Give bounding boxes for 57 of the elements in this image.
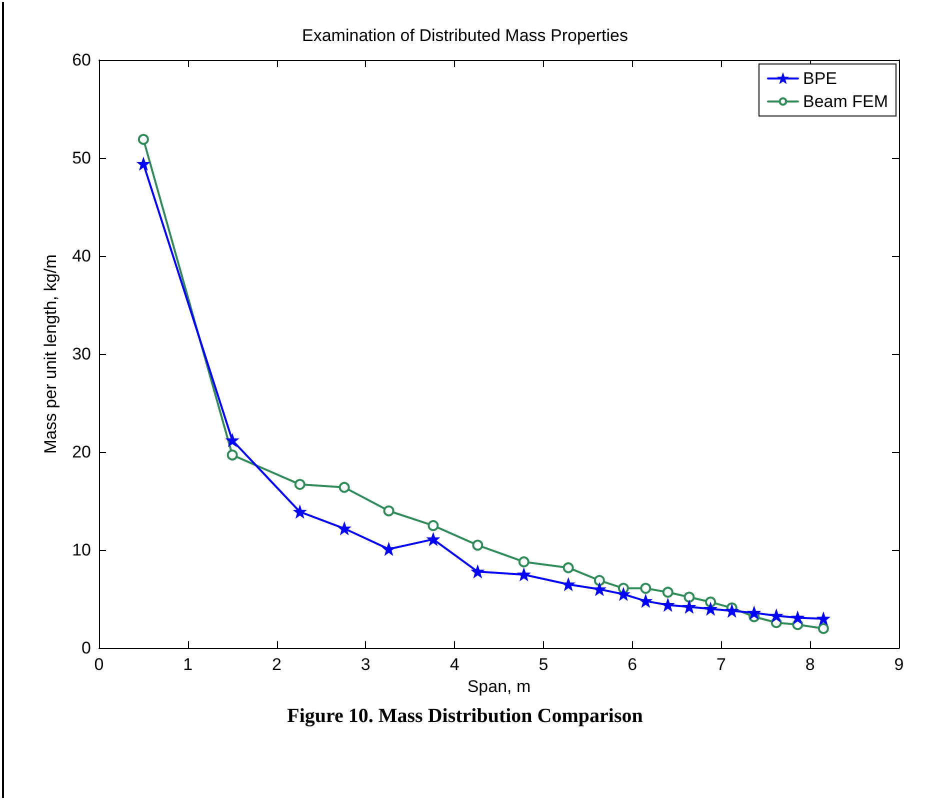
point [618,588,630,600]
point [338,482,350,493]
point [338,522,350,534]
y-tick-label: 40 [72,246,91,266]
point [518,556,530,568]
x-tick-label: 6 [628,655,638,674]
point [792,612,804,624]
point [594,574,605,586]
point [770,610,782,622]
x-tick-label: 8 [805,655,815,674]
point [383,505,394,516]
point [472,566,484,578]
point [226,434,238,446]
x-axis-title: Span, m [467,677,531,696]
x-tick-label: 4 [450,655,460,674]
point [818,612,830,624]
y-tick-label: 20 [72,442,91,462]
point [662,586,674,598]
legend-label: BPE [802,69,838,88]
point [427,534,439,546]
y-tick-label: 60 [72,50,91,70]
caption: Figure 10. Mass Distribution Comparison [286,705,644,728]
legend-label: Beam FEM [802,92,888,111]
point [748,607,760,619]
chart-title: Examination of Distributed Mass Properties [302,26,628,45]
point [594,584,606,596]
x-tick-label: 1 [183,655,193,674]
y-tick-label: 50 [72,148,91,168]
point [383,543,395,555]
y-tick-label: 30 [72,344,91,364]
point [472,540,484,551]
point [704,603,716,615]
x-tick-label: 0 [94,655,104,674]
point [562,578,574,590]
x-tick-label: 5 [538,655,548,674]
point [294,478,306,490]
point [640,595,652,607]
point [640,582,652,594]
x-tick-label: 3 [360,655,370,674]
point [138,134,149,145]
point [428,520,439,532]
point [518,568,530,580]
point [562,562,574,574]
point [683,601,695,613]
y-axis-title: Mass per unit length, kg/m [41,254,60,454]
x-tick-label: 9 [894,655,904,674]
point [726,605,738,617]
y-tick-label: 10 [72,540,91,560]
point [226,450,238,461]
point [294,506,306,518]
x-tick-label: 2 [272,655,282,674]
point [684,592,695,603]
point [662,599,674,611]
point [138,158,150,170]
y-tick-label: 0 [82,638,91,658]
point [818,623,829,634]
x-tick-label: 7 [716,655,726,674]
